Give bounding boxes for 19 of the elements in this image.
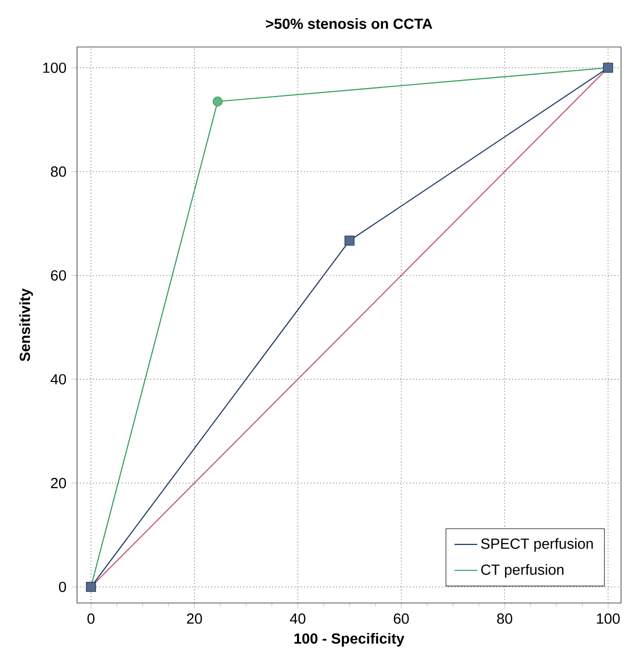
y-tick-label: 60 xyxy=(51,270,66,281)
y-tick-label: 40 xyxy=(50,374,66,384)
x-axis-title: 100 - Specificity xyxy=(294,632,404,647)
y-tick-label: 0 xyxy=(59,582,66,592)
x-tick-label: 0 xyxy=(87,613,94,624)
y-axis-title: Sensitivity xyxy=(19,288,33,362)
x-tick-label: 80 xyxy=(497,613,512,624)
y-tick-label: 100 xyxy=(43,62,66,73)
legend-label: CT perfusion xyxy=(481,564,564,578)
x-tick-label: 60 xyxy=(394,613,409,624)
point xyxy=(212,96,223,107)
point xyxy=(344,236,355,246)
x-tick-label: 40 xyxy=(290,613,306,624)
x-tick-label: 100 xyxy=(596,613,620,624)
y-tick-label: 20 xyxy=(51,478,66,488)
legend-label: SPECT perfusion xyxy=(481,538,593,552)
chart-title: >50% stenosis on CCTA xyxy=(266,18,432,29)
y-tick-label: 80 xyxy=(50,166,66,177)
x-tick-label: 20 xyxy=(186,613,202,624)
